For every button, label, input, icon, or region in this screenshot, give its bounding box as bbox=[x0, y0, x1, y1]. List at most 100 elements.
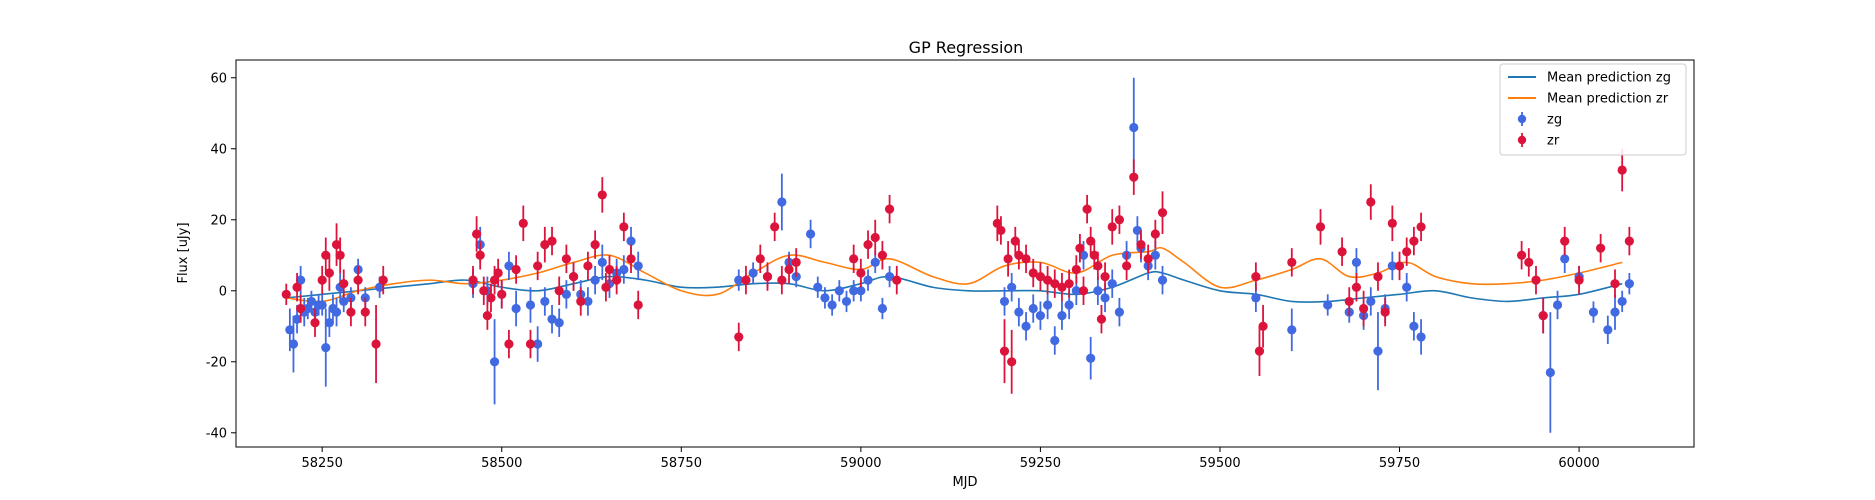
zg-point bbox=[1007, 282, 1017, 292]
zr-point bbox=[1610, 279, 1620, 289]
zg-point bbox=[331, 307, 342, 317]
zg-point bbox=[317, 300, 327, 310]
zg-point bbox=[633, 261, 643, 271]
zr-point bbox=[489, 275, 500, 285]
zg-point bbox=[1624, 279, 1634, 289]
y-tick-label: 40 bbox=[210, 142, 227, 157]
zg-point bbox=[1287, 325, 1297, 335]
zg-point bbox=[777, 197, 787, 207]
zg-point bbox=[504, 261, 514, 271]
zr-point bbox=[533, 261, 543, 271]
zg-point bbox=[511, 303, 521, 314]
zg-point bbox=[870, 257, 880, 267]
zr-point bbox=[321, 250, 331, 260]
zg-point bbox=[1050, 335, 1060, 346]
zg-point bbox=[540, 296, 550, 307]
zr-point bbox=[1003, 254, 1013, 264]
zg-point bbox=[303, 303, 313, 314]
zr-point bbox=[1409, 236, 1419, 246]
zr-point bbox=[1574, 275, 1584, 285]
zg-point bbox=[1057, 311, 1067, 321]
zg-point bbox=[813, 282, 823, 292]
zr-point bbox=[601, 282, 611, 292]
zr-point bbox=[554, 286, 564, 296]
zg-point bbox=[1560, 254, 1570, 264]
zg-point bbox=[375, 282, 385, 292]
x-tick-label: 58750 bbox=[661, 456, 702, 471]
zr-point bbox=[479, 286, 489, 296]
zr-point bbox=[992, 218, 1002, 228]
zr-point bbox=[1007, 357, 1017, 367]
zg-point bbox=[1603, 325, 1613, 335]
y-tick-label: 20 bbox=[210, 213, 227, 228]
zg-point bbox=[1107, 279, 1117, 289]
mean-prediction-zg-line bbox=[286, 270, 1623, 303]
zr-point bbox=[1150, 229, 1160, 239]
zr-point bbox=[870, 232, 880, 243]
zr-point bbox=[472, 229, 482, 239]
zr-point bbox=[1028, 268, 1038, 278]
zr-point bbox=[1344, 296, 1354, 307]
zr-point bbox=[1075, 243, 1085, 253]
x-tick-label: 59750 bbox=[1379, 456, 1420, 471]
zr-point bbox=[1251, 271, 1261, 282]
zr-point bbox=[486, 293, 496, 303]
zr-point bbox=[1287, 257, 1297, 267]
zr-point bbox=[1100, 271, 1110, 282]
zg-point bbox=[1035, 311, 1046, 321]
zr-point bbox=[296, 303, 306, 314]
zr-point bbox=[493, 268, 503, 278]
zg-point bbox=[1373, 346, 1383, 356]
zr-point bbox=[1096, 314, 1107, 324]
legend-entry-label: Mean prediction zr bbox=[1547, 92, 1669, 107]
zr-point bbox=[1114, 215, 1125, 225]
zr-point bbox=[1064, 279, 1074, 289]
zg-point bbox=[1042, 300, 1053, 310]
zr-point bbox=[1366, 197, 1376, 207]
zg-point bbox=[820, 293, 830, 303]
plot-frame bbox=[235, 59, 1695, 448]
zg-point bbox=[1071, 286, 1081, 296]
zr-point bbox=[1093, 261, 1103, 271]
zr-point bbox=[770, 222, 780, 232]
zr-point bbox=[1078, 286, 1089, 296]
zr-point bbox=[1517, 250, 1527, 260]
zg-point bbox=[285, 325, 295, 335]
y-tick-label: -40 bbox=[206, 426, 227, 441]
zr-point bbox=[791, 257, 801, 267]
zg-point bbox=[324, 318, 334, 328]
zg-point bbox=[1100, 293, 1110, 303]
zg-point bbox=[1150, 250, 1160, 260]
zr-point bbox=[1042, 275, 1053, 285]
legend-marker-swatch bbox=[1517, 135, 1527, 145]
legend-entry-label: zr bbox=[1547, 134, 1560, 149]
zg-point bbox=[1402, 282, 1412, 292]
x-tick-label: 59500 bbox=[1199, 456, 1240, 471]
zr-point bbox=[1143, 254, 1153, 264]
y-tick-label: 60 bbox=[210, 71, 227, 86]
zg-point bbox=[561, 289, 571, 299]
zr-point bbox=[1107, 222, 1117, 232]
zr-point bbox=[856, 268, 866, 278]
zg-point bbox=[339, 296, 349, 307]
zr-point bbox=[1136, 240, 1146, 250]
zr-point bbox=[339, 279, 349, 289]
zr-point bbox=[762, 271, 773, 282]
zg-point bbox=[1064, 300, 1074, 310]
zr-point bbox=[1086, 236, 1096, 246]
zr-point bbox=[1071, 264, 1081, 275]
zg-point bbox=[856, 286, 866, 296]
zr-point bbox=[1524, 257, 1534, 267]
zr-point bbox=[612, 275, 622, 285]
zr-point bbox=[468, 275, 478, 285]
zg-point bbox=[805, 229, 816, 239]
zg-point bbox=[597, 257, 607, 267]
zr-point bbox=[1402, 247, 1412, 257]
zg-point bbox=[834, 286, 844, 296]
zg-point bbox=[1014, 307, 1024, 317]
zr-point bbox=[1596, 243, 1606, 253]
zg-point bbox=[827, 300, 837, 310]
chart-title: GP Regression bbox=[909, 38, 1024, 57]
zr-point bbox=[547, 236, 557, 246]
zg-point bbox=[884, 271, 895, 282]
